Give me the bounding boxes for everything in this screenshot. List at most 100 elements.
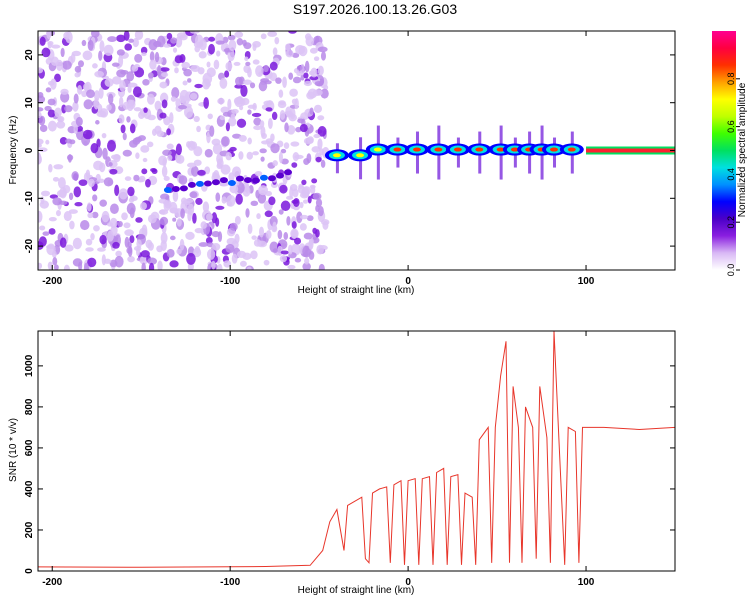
noise-blob — [48, 228, 56, 235]
noise-blob — [261, 132, 267, 140]
noise-blob — [256, 213, 261, 220]
noise-blob — [38, 95, 46, 104]
noise-blob — [111, 62, 120, 67]
noise-blob — [90, 143, 99, 154]
colorbar-label: Normalized spectral amplitude — [737, 82, 748, 217]
noise-blob — [204, 148, 213, 158]
noise-blob — [86, 202, 92, 212]
noise-blob — [193, 247, 202, 258]
noise-blob — [313, 133, 321, 139]
noise-blob — [71, 50, 82, 57]
noise-blob — [134, 31, 144, 40]
noise-blob — [288, 72, 294, 80]
snr-x-tick-label: -200 — [42, 577, 62, 588]
tone-core — [510, 147, 519, 152]
noise-blob — [178, 175, 188, 185]
noise-blob — [217, 98, 225, 105]
noise-blob — [47, 109, 56, 118]
noise-blob — [122, 149, 132, 157]
spectrogram-heatmap — [38, 31, 675, 270]
noise-blob — [118, 188, 128, 200]
noise-blob — [243, 42, 252, 50]
noise-blob — [38, 152, 42, 164]
noise-blob — [312, 89, 323, 96]
noise-blob — [50, 56, 59, 67]
noise-blob — [46, 244, 55, 250]
noise-blob — [169, 235, 176, 241]
noise-blob — [52, 176, 60, 182]
noise-blob — [303, 232, 313, 240]
noise-blob — [241, 97, 250, 106]
snr-x-tick-label: -100 — [220, 577, 240, 588]
noise-blob — [158, 198, 168, 204]
noise-blob — [74, 202, 83, 207]
noise-blob — [299, 214, 309, 220]
noise-blob — [161, 99, 168, 109]
drift-blob — [227, 179, 236, 186]
noise-blob — [303, 72, 309, 79]
noise-blob — [108, 93, 114, 105]
noise-blob — [239, 105, 244, 111]
noise-blob — [183, 68, 192, 77]
noise-blob — [57, 177, 66, 189]
noise-blob — [107, 140, 117, 152]
noise-blob — [149, 59, 157, 70]
noise-blob — [238, 134, 247, 142]
noise-blob — [209, 125, 215, 137]
noise-blob — [164, 202, 172, 209]
noise-blob — [211, 230, 220, 238]
noise-blob — [106, 104, 112, 111]
noise-blob — [72, 101, 79, 112]
noise-blob — [182, 80, 188, 86]
noise-blob — [174, 67, 179, 74]
noise-blob — [233, 61, 241, 66]
noise-blob — [60, 47, 65, 58]
noise-blob — [288, 112, 294, 118]
noise-blob — [291, 98, 298, 105]
noise-blob — [179, 89, 189, 102]
noise-blob — [159, 81, 168, 89]
noise-blob — [94, 70, 105, 78]
noise-blob — [238, 151, 244, 160]
noise-blob — [313, 56, 320, 62]
noise-blob — [83, 83, 90, 91]
noise-blob — [260, 33, 267, 40]
noise-blob — [159, 209, 166, 215]
noise-blob — [312, 227, 318, 234]
noise-blob — [215, 40, 225, 45]
noise-blob — [219, 115, 225, 121]
noise-blob — [47, 98, 56, 106]
noise-blob — [211, 242, 221, 251]
noise-blob — [185, 231, 195, 240]
noise-blob — [63, 264, 70, 270]
noise-blob — [270, 133, 275, 142]
noise-blob — [112, 241, 120, 249]
noise-blob — [309, 107, 314, 115]
noise-blob — [272, 47, 278, 56]
noise-blob — [109, 217, 118, 229]
noise-blob — [73, 93, 79, 104]
drift-blob — [251, 177, 260, 184]
noise-blob — [232, 166, 242, 177]
noise-blob — [269, 72, 278, 82]
noise-blob — [104, 78, 114, 87]
spectrogram-x-tick-label: -200 — [42, 276, 62, 287]
noise-blob — [215, 192, 221, 202]
noise-blob — [93, 225, 100, 232]
noise-blob — [291, 162, 298, 168]
noise-blob — [95, 120, 100, 125]
noise-blob — [313, 104, 323, 113]
noise-blob — [71, 171, 79, 181]
noise-blob — [92, 63, 98, 69]
noise-blob — [161, 72, 169, 78]
noise-blob — [251, 112, 262, 118]
noise-blob — [127, 255, 135, 263]
colorbar-tick-label: 0.0 — [726, 264, 736, 277]
noise-blob — [48, 163, 53, 173]
noise-blob — [299, 123, 308, 133]
noise-blob — [47, 40, 54, 46]
noise-blob — [172, 47, 178, 53]
noise-blob — [320, 51, 326, 61]
noise-blob — [302, 262, 311, 270]
